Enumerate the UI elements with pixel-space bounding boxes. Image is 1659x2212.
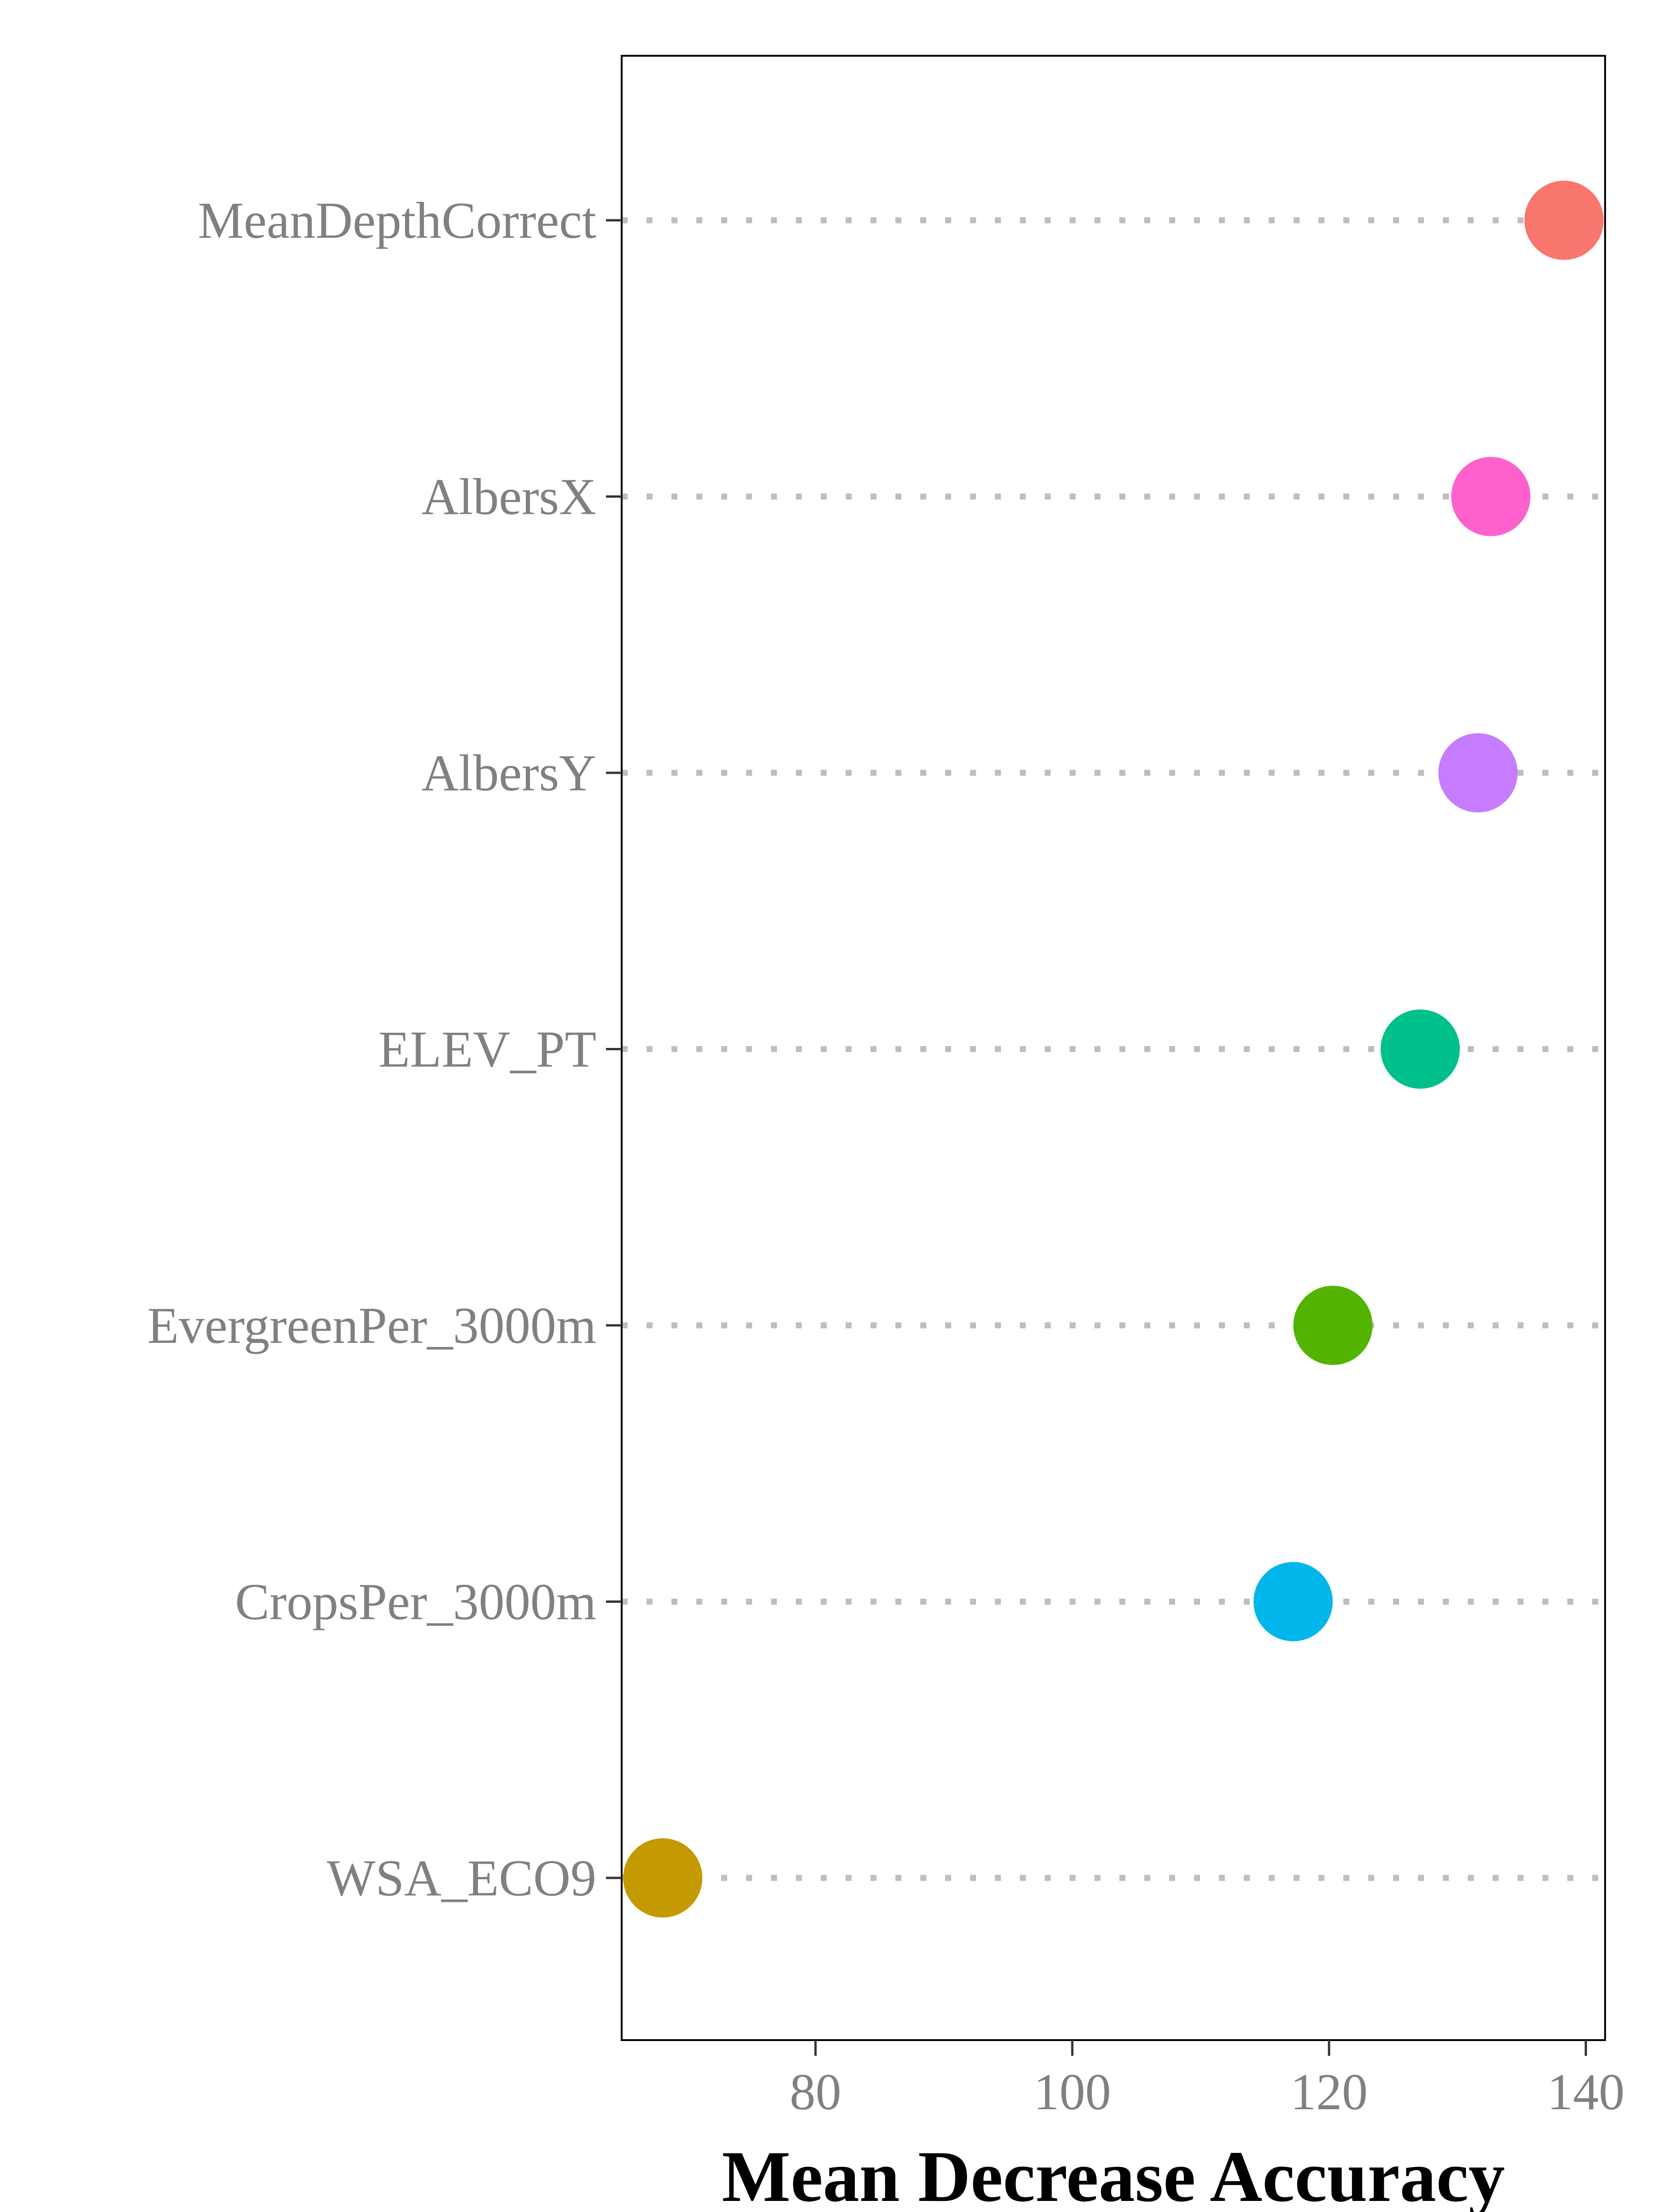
y-axis-labels: MeanDepthCorrect AlbersX AlbersY ELEV_PT Eve… bbox=[147, 192, 596, 1907]
x-axis-title: Mean Decrease Accuracy bbox=[722, 2136, 1505, 2212]
data-point bbox=[1451, 457, 1531, 536]
y-tick-label: WSA_ECO9 bbox=[327, 1850, 596, 1907]
data-point bbox=[1524, 181, 1604, 260]
data-point bbox=[1380, 1009, 1460, 1089]
x-axis-ticks bbox=[814, 2040, 1587, 2056]
x-tick-label: 120 bbox=[1290, 2064, 1368, 2121]
y-tick-label: ELEV_PT bbox=[378, 1021, 596, 1078]
y-tick-label: AlbersY bbox=[422, 745, 596, 802]
x-tick-label: 140 bbox=[1547, 2064, 1624, 2121]
y-axis-ticks bbox=[606, 219, 622, 1879]
data-point bbox=[1253, 1562, 1333, 1641]
data-point bbox=[623, 1838, 703, 1918]
data-points bbox=[623, 181, 1604, 1918]
x-axis-labels: 80 100 120 140 bbox=[790, 2064, 1625, 2121]
y-tick-label: AlbersX bbox=[422, 469, 596, 526]
y-tick-label: MeanDepthCorrect bbox=[198, 192, 596, 249]
data-point bbox=[1438, 733, 1518, 812]
x-tick-label: 80 bbox=[790, 2064, 841, 2121]
y-tick-label: CropsPer_3000m bbox=[235, 1574, 596, 1631]
x-tick-label: 100 bbox=[1034, 2064, 1111, 2121]
data-point bbox=[1293, 1286, 1373, 1365]
y-tick-label: EvergreenPer_3000m bbox=[147, 1297, 596, 1354]
